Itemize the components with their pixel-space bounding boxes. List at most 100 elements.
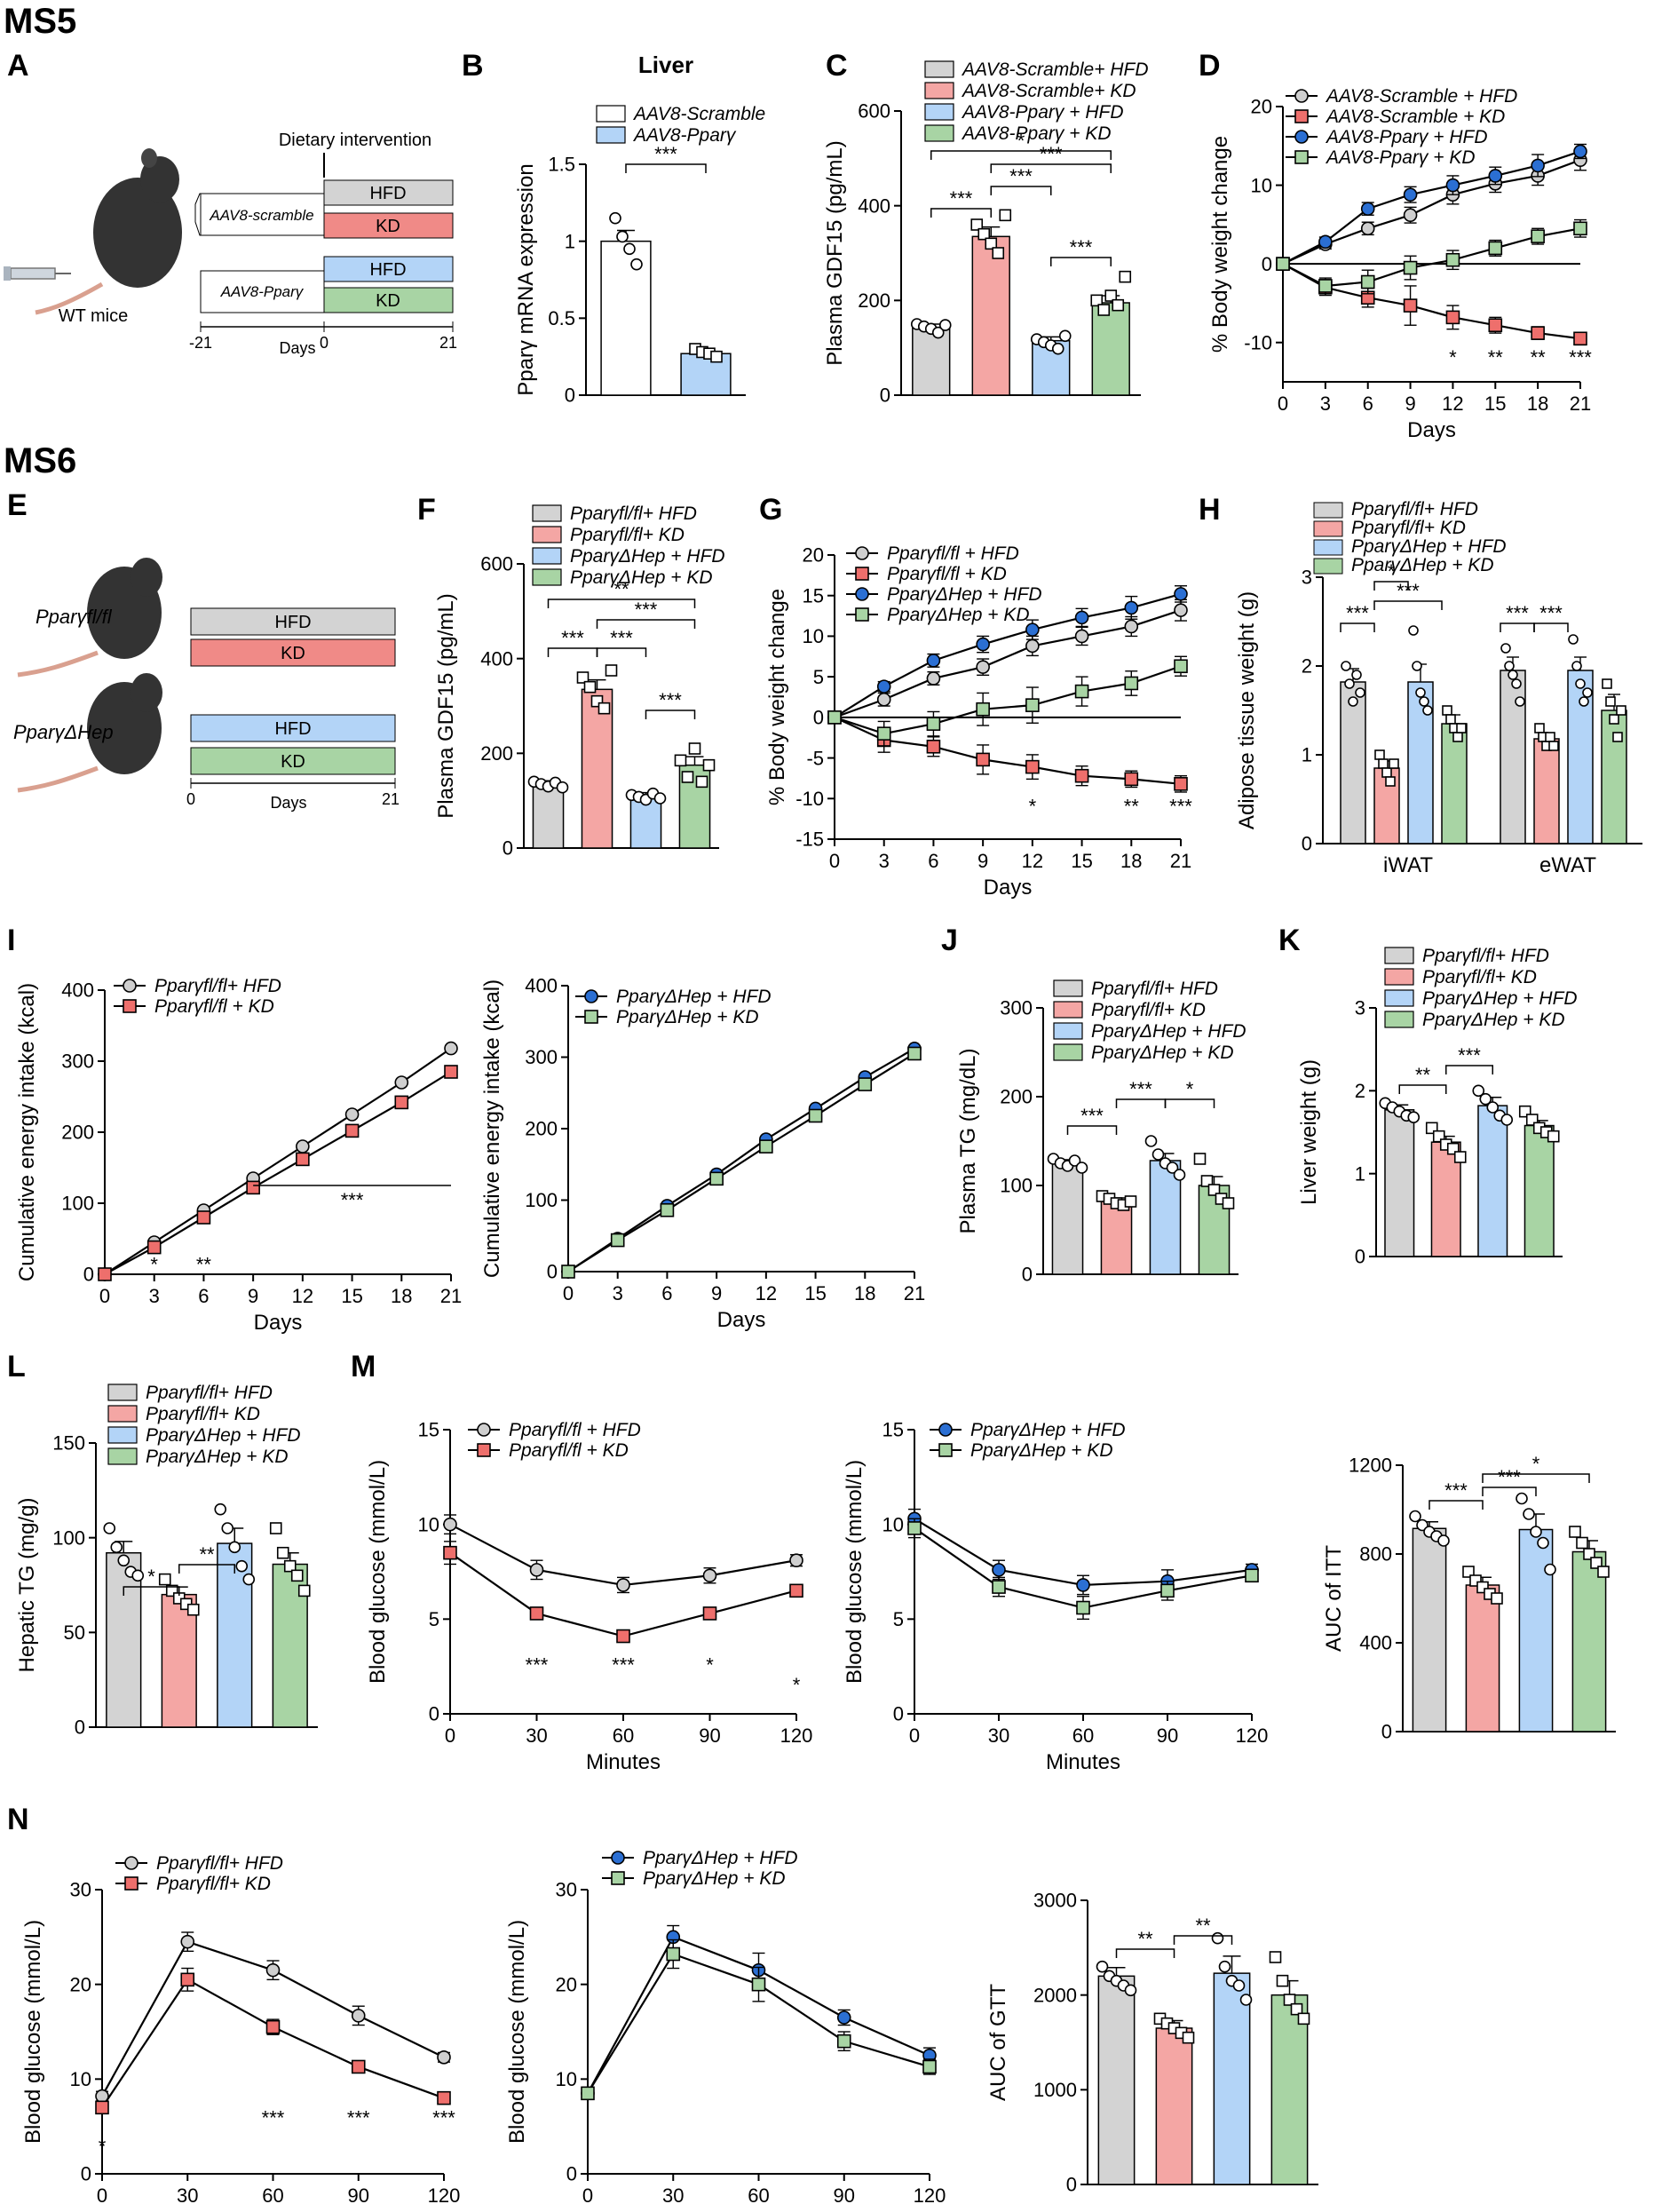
sig-bracket bbox=[1050, 257, 1112, 266]
sig-label: *** bbox=[1539, 602, 1563, 624]
data-point bbox=[180, 1934, 195, 1949]
data-point bbox=[1576, 1536, 1588, 1550]
bar bbox=[1097, 1975, 1136, 2185]
sig-bracket bbox=[1445, 1065, 1493, 1074]
data-point bbox=[1290, 2002, 1303, 2016]
section-title-ms5: MS5 bbox=[4, 2, 77, 41]
data-point bbox=[1096, 1960, 1109, 1973]
data-point bbox=[1068, 1154, 1081, 1167]
data-point bbox=[616, 1629, 630, 1644]
x-tick-label: 90 bbox=[1157, 1724, 1178, 1747]
data-point bbox=[1462, 1566, 1475, 1578]
y-axis-label: % Body weight change bbox=[1208, 136, 1232, 353]
data-point bbox=[992, 1563, 1006, 1577]
data-point bbox=[1074, 768, 1089, 783]
y-tick-label: -10 bbox=[1244, 331, 1272, 353]
x-tick-label: 0 bbox=[99, 1285, 110, 1307]
chart-n-left: 0 10 20 30 0 30 60 90 120 Minutes Blood glucose (m… bbox=[21, 1853, 460, 2212]
x-tick-label: 60 bbox=[262, 2184, 283, 2207]
data-point bbox=[1276, 1974, 1289, 1987]
data-point bbox=[296, 1152, 310, 1167]
data-point bbox=[1403, 260, 1418, 275]
series-line bbox=[1282, 150, 1581, 266]
data-point bbox=[297, 1584, 311, 1598]
x-tick-label: 6 bbox=[198, 1285, 209, 1307]
legend-label: PparγΔHep + HFD bbox=[1351, 536, 1507, 557]
sig-bracket bbox=[547, 599, 696, 608]
x-tick-label: 3 bbox=[1320, 392, 1331, 415]
bar bbox=[1533, 738, 1560, 844]
legend-label: Pparγfl/fl+ HFD bbox=[1091, 979, 1218, 999]
legend-label: Pparγfl/fl+ HFD bbox=[570, 503, 697, 524]
y-tick-label: 50 bbox=[64, 1621, 85, 1644]
data-point bbox=[1500, 1114, 1514, 1126]
data-point bbox=[1378, 758, 1389, 769]
data-point bbox=[926, 717, 941, 731]
bar bbox=[600, 240, 652, 396]
x-axis-label: Days bbox=[984, 876, 1033, 900]
data-point bbox=[695, 775, 708, 789]
y-tick-label: 10 bbox=[882, 1513, 904, 1535]
legend-label: Pparγfl/fl + KD bbox=[154, 996, 274, 1017]
legend-label: Pparγfl/fl + HFD bbox=[887, 543, 1019, 564]
series-line bbox=[101, 1978, 445, 2108]
data-point bbox=[477, 1443, 491, 1457]
legend-label: Pparγfl/fl+ KD bbox=[1422, 967, 1537, 987]
legend-label: PparγΔHep + HFD bbox=[1091, 1021, 1246, 1042]
sig-label: ** bbox=[1137, 1928, 1153, 1950]
data-point bbox=[1341, 661, 1351, 671]
data-point bbox=[95, 2100, 109, 2115]
sig-bracket bbox=[1173, 1935, 1233, 1945]
bar bbox=[532, 783, 565, 849]
data-point bbox=[269, 1522, 282, 1534]
data-point bbox=[1531, 326, 1545, 340]
data-point bbox=[1571, 661, 1582, 671]
sig-bracket bbox=[1115, 1098, 1167, 1108]
y-tick-label: 400 bbox=[1359, 1632, 1392, 1654]
data-point bbox=[561, 1265, 575, 1279]
bar bbox=[1155, 2027, 1193, 2185]
sig-bracket bbox=[596, 647, 647, 657]
data-point bbox=[1568, 634, 1579, 645]
legend-label: Pparγfl/fl+ HFD bbox=[146, 1383, 273, 1403]
legend-label: PparγΔHep + KD bbox=[1422, 1010, 1565, 1030]
data-point bbox=[351, 2009, 366, 2023]
data-point bbox=[926, 739, 941, 754]
data-point bbox=[789, 1583, 803, 1598]
y-tick-label: 0 bbox=[880, 385, 890, 407]
data-point bbox=[1582, 687, 1593, 698]
data-point bbox=[1616, 705, 1626, 716]
legend-label: Pparγfl/fl+ KD bbox=[570, 525, 685, 545]
x-tick-label: 9 bbox=[1405, 392, 1415, 415]
data-point bbox=[1491, 1592, 1503, 1605]
x-tick-label: 9 bbox=[977, 850, 988, 872]
chart-m-left: 0 5 10 15 0 30 60 90 120 Minutes Blood glucose (mm… bbox=[366, 1419, 812, 1774]
series-line bbox=[567, 1047, 915, 1272]
data-point bbox=[265, 2019, 281, 2034]
data-point bbox=[616, 230, 629, 243]
data-point bbox=[1403, 208, 1418, 223]
y-tick-label: 3 bbox=[1302, 567, 1312, 589]
sig-bracket bbox=[1373, 581, 1409, 591]
data-point bbox=[674, 754, 687, 767]
data-point bbox=[235, 1559, 249, 1573]
data-point bbox=[1076, 1600, 1090, 1615]
bar bbox=[106, 1551, 142, 1728]
data-point bbox=[1569, 1526, 1581, 1538]
data-point bbox=[1488, 169, 1503, 183]
x-tick-label: 6 bbox=[928, 850, 938, 872]
data-point bbox=[1112, 298, 1125, 312]
series-line bbox=[449, 1551, 797, 1637]
data-point bbox=[876, 679, 891, 694]
x-tick-label: 12 bbox=[756, 1282, 777, 1304]
sig-label: *** bbox=[1498, 1466, 1521, 1488]
data-point bbox=[1456, 723, 1467, 733]
sig-bracket bbox=[1398, 1084, 1447, 1094]
data-point bbox=[1389, 758, 1399, 769]
data-point bbox=[926, 671, 941, 686]
series-line bbox=[449, 1523, 797, 1587]
sig-label: *** bbox=[659, 689, 682, 711]
x-tick-label: 0 bbox=[1278, 392, 1288, 415]
sig-label: *** bbox=[1444, 1479, 1468, 1502]
data-point bbox=[265, 1962, 281, 1978]
